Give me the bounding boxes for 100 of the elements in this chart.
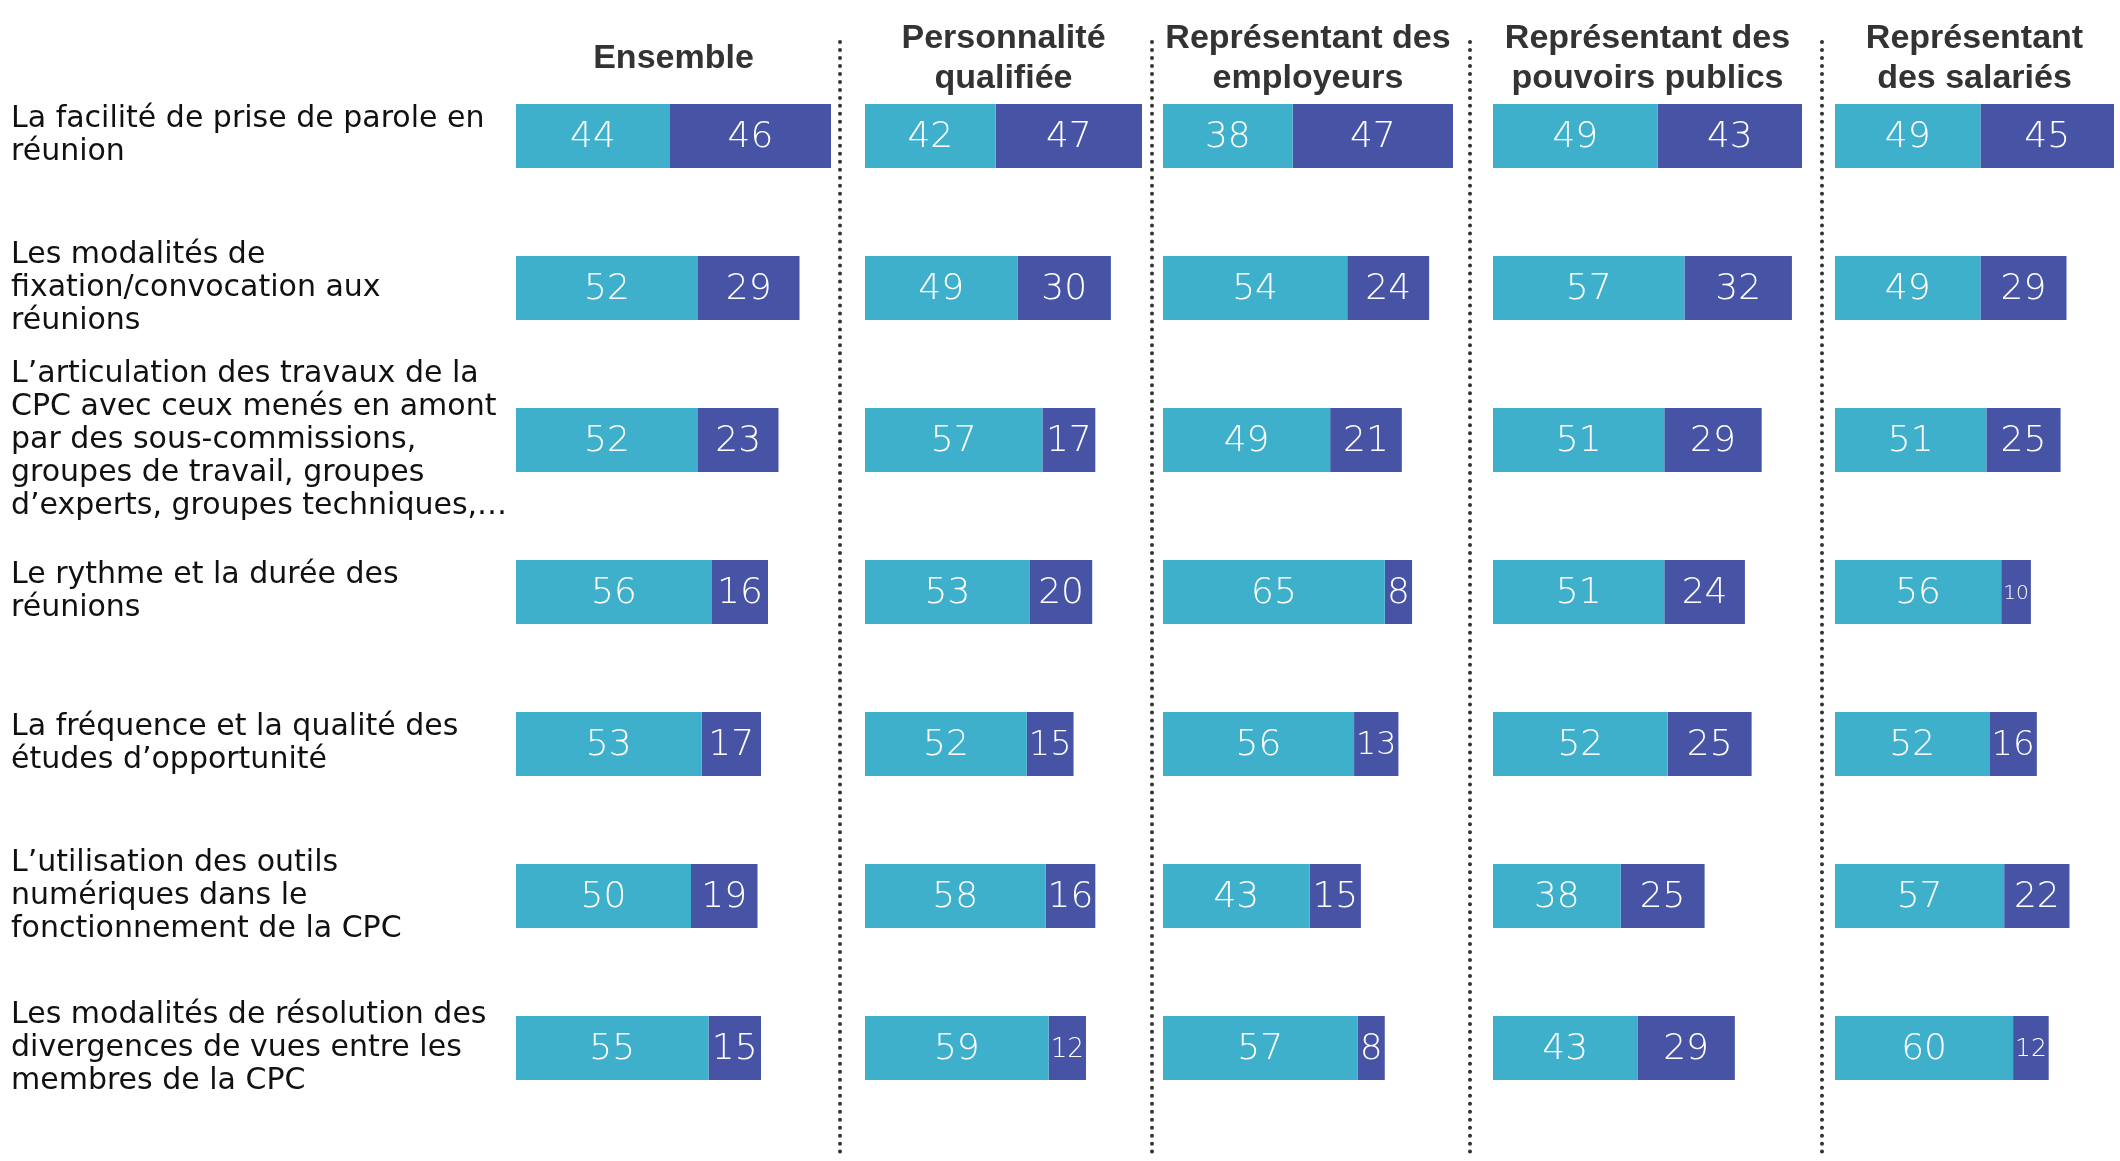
bar (516, 864, 691, 928)
data-label: 43 (1706, 114, 1753, 156)
data-label: 23 (715, 418, 762, 460)
data-label: 53 (924, 570, 971, 612)
bar (1835, 104, 1981, 168)
bar (865, 104, 996, 168)
y-tick-label: Le rythme et la durée des réunions (11, 555, 399, 624)
bar (865, 712, 1027, 776)
bar (1657, 104, 1802, 168)
data-label: 49 (1552, 114, 1599, 156)
bar (1163, 104, 1293, 168)
data-label: 49 (1884, 114, 1931, 156)
data-label: 8 (1386, 570, 1410, 612)
data-label: 29 (725, 266, 772, 308)
bar (1029, 560, 1093, 624)
data-label: 30 (1041, 266, 1088, 308)
data-label: 54 (1232, 266, 1279, 308)
bar (1292, 104, 1453, 168)
bar (1986, 408, 2061, 472)
data-label: 12 (1050, 1032, 1084, 1063)
bar (516, 256, 698, 320)
bar (1667, 712, 1752, 776)
data-label: 38 (1533, 874, 1580, 916)
data-label: 19 (701, 874, 748, 916)
bar (1330, 408, 1402, 472)
data-label: 47 (1349, 114, 1396, 156)
data-label: 58 (932, 874, 979, 916)
data-label: 8 (1359, 1026, 1383, 1068)
data-label: 56 (591, 570, 637, 612)
data-label: 47 (1045, 114, 1092, 156)
data-label: 55 (589, 1026, 636, 1068)
data-label: 60 (1901, 1026, 1947, 1068)
data-label: 13 (1356, 725, 1397, 762)
bar (865, 864, 1046, 928)
chart-title: Personnalité qualifiée (901, 17, 1106, 95)
bar (1042, 408, 1096, 472)
data-label: 12 (2015, 1033, 2047, 1063)
bar (865, 408, 1043, 472)
bar (1163, 408, 1331, 472)
bar (1357, 1016, 1385, 1080)
data-label: 24 (1365, 266, 1412, 308)
bar (516, 408, 698, 472)
data-label: 17 (708, 722, 755, 764)
data-label: 10 (2003, 580, 2029, 605)
bar (516, 104, 670, 168)
data-label: 57 (930, 418, 977, 460)
data-label: 16 (717, 570, 763, 612)
bar (1664, 560, 1745, 624)
chart-title: Représentant des salariés (1865, 17, 2084, 95)
bar (1347, 256, 1430, 320)
data-label: 51 (1555, 418, 1602, 460)
data-label: 56 (1235, 722, 1282, 764)
bar (1493, 712, 1668, 776)
data-label: 52 (1557, 722, 1604, 764)
bar (995, 104, 1142, 168)
y-tick-label: L’articulation des travaux de la CPC avec ceux menés en amont par des sous-commissions, groupes de travail, groupes d’experts, groupes techniques,… (11, 353, 508, 521)
bar (516, 1016, 709, 1080)
data-label: 21 (1343, 418, 1389, 460)
bar (712, 560, 768, 624)
data-label: 16 (1991, 722, 2035, 763)
data-label: 53 (585, 722, 632, 764)
bar (1493, 256, 1685, 320)
data-label: 15 (1312, 874, 1359, 916)
bar (865, 256, 1018, 320)
bar (1980, 256, 2067, 320)
bar (701, 712, 761, 776)
data-label: 57 (1237, 1026, 1284, 1068)
bar (1835, 408, 1987, 472)
bar (670, 104, 831, 168)
data-label: 49 (918, 266, 965, 308)
bar (708, 1016, 761, 1080)
data-label: 43 (1213, 874, 1260, 916)
data-label: 52 (584, 418, 630, 460)
data-label: 15 (711, 1026, 758, 1068)
data-label: 50 (580, 874, 627, 916)
y-tick-label: La facilité de prise de parole en réunion (11, 99, 485, 168)
bar (1684, 256, 1792, 320)
chart-title: Ensemble (593, 37, 754, 75)
y-tick-label: La fréquence et la qualité des études d’opportunité (11, 707, 459, 776)
bar (1163, 256, 1348, 320)
y-tick-label: Les modalités de fixation/convocation aux réunions (11, 234, 381, 336)
data-label: 25 (2000, 418, 2047, 460)
data-label: 29 (1663, 1026, 1710, 1068)
bar (1048, 1016, 1086, 1080)
bar (2004, 864, 2070, 928)
data-label: 57 (1896, 874, 1943, 916)
bar (1835, 256, 1981, 320)
bar (1835, 712, 1990, 776)
data-label: 45 (2024, 114, 2071, 156)
data-label: 52 (584, 266, 630, 308)
bar (1493, 560, 1665, 624)
data-label: 38 (1204, 114, 1251, 156)
data-label: 52 (1889, 722, 1936, 764)
bar (865, 560, 1030, 624)
bar (1620, 864, 1705, 928)
data-label: 49 (1223, 418, 1270, 460)
data-label: 32 (1715, 266, 1762, 308)
data-label: 42 (907, 114, 954, 156)
data-label: 57 (1565, 266, 1612, 308)
data-label: 17 (1045, 418, 1092, 460)
